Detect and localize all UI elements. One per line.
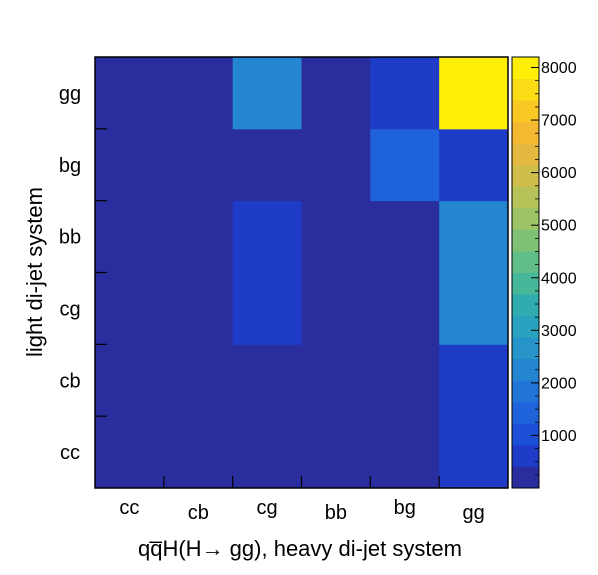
y-tick-labels: cc cb cg bb bg gg	[59, 83, 81, 464]
heatmap-cell-gg-bg	[370, 57, 440, 130]
colorbar-tick-label: 2000	[541, 375, 577, 392]
x-tick-label-gg: gg	[462, 502, 484, 524]
x-tick-label-cg: cg	[257, 497, 278, 519]
colorbar-swatch	[512, 401, 539, 424]
y-tick-label-gg: gg	[59, 83, 81, 105]
heatmap-cell-bb-cg	[232, 200, 302, 273]
heatmap-cell-bg-bb	[301, 128, 371, 202]
colorbar-swatch	[512, 78, 539, 101]
colorbar-swatch	[512, 143, 539, 166]
x-tick-label-bb: bb	[325, 502, 347, 524]
heatmap-cell-bb-bg	[370, 200, 440, 273]
heatmap-cell-cb-bg	[370, 344, 440, 417]
y-tick-label-cb: cb	[59, 370, 80, 392]
heatmap-cell-cg-bb	[301, 272, 371, 345]
colorbar-tick-label: 6000	[541, 165, 577, 182]
colorbar-tick-label: 1000	[541, 428, 577, 445]
colorbar-swatch	[512, 121, 539, 144]
heatmap-cell-cb-cc	[95, 344, 165, 417]
heatmap-cell-bg-cc	[95, 128, 165, 202]
heatmap-cell-gg-bb	[301, 57, 371, 130]
heatmap-cell-bb-gg	[439, 200, 509, 273]
colorbar-swatch	[512, 57, 539, 80]
heatmap-cell-cg-bg	[370, 272, 440, 345]
heatmap-cell-bb-cc	[95, 200, 165, 273]
colorbar-swatch	[512, 380, 539, 403]
heatmap-cell-bg-cg	[232, 128, 302, 202]
colorbar: 1000 2000 3000 4000 5000 6000 7000 8000	[511, 56, 577, 489]
x-tick-labels: cc cb cg bb bg gg	[119, 497, 484, 524]
y-tick-label-cc: cc	[60, 442, 80, 464]
heatmap-cell-cb-bb	[301, 344, 371, 417]
heatmap-cell-cg-cg	[232, 272, 302, 345]
colorbar-tick-label: 5000	[541, 218, 577, 235]
heatmap-cell-cc-bg	[370, 416, 440, 489]
heatmap-cell-cb-cb	[163, 344, 234, 417]
heatmap-cell-gg-cg	[232, 57, 302, 130]
heatmap-cell-gg-gg	[439, 57, 509, 130]
heatmap-cell-cg-cb	[163, 272, 234, 345]
colorbar-tick-label: 8000	[541, 60, 577, 77]
colorbar-swatch	[512, 444, 539, 467]
heatmap-cell-cg-cc	[95, 272, 165, 345]
colorbar-swatch	[512, 100, 539, 123]
colorbar-swatch	[512, 315, 539, 338]
colorbar-tick-label: 4000	[541, 270, 577, 287]
heatmap-cell-cc-bb	[301, 416, 371, 489]
x-tick-label-bg: bg	[394, 497, 416, 519]
heatmap-cell-bg-cb	[163, 128, 234, 202]
heatmap-cell-bg-bg	[370, 128, 440, 202]
colorbar-tick-label: 3000	[541, 323, 577, 340]
heatmap-cell-bg-gg	[439, 128, 509, 202]
heatmap-cell-bb-bb	[301, 200, 371, 273]
heatmap-cell-cb-gg	[439, 344, 509, 417]
y-tick-label-bb: bb	[59, 227, 81, 249]
x-tick-label-cc: cc	[119, 497, 139, 519]
colorbar-swatch	[512, 250, 539, 273]
heatmap-cell-cb-cg	[232, 344, 302, 417]
heatmap-cell-cc-cb	[163, 416, 234, 489]
y-tick-label-cg: cg	[59, 298, 80, 320]
colorbar-frame	[511, 56, 540, 489]
y-axis-title: light di-jet system	[22, 187, 47, 357]
heatmap-cell-cc-cg	[232, 416, 302, 489]
colorbar-swatch	[512, 186, 539, 209]
heatmap-cell-cc-gg	[439, 416, 509, 489]
heatmap-cell-cc-cc	[95, 416, 165, 489]
colorbar-swatch	[512, 229, 539, 252]
heatmap-cell-bb-cb	[163, 200, 234, 273]
heatmap-cell-gg-cc	[95, 57, 165, 130]
colorbar-swatch	[512, 294, 539, 317]
colorbar-swatch	[512, 272, 539, 295]
y-tick-label-bg: bg	[59, 155, 81, 177]
heatmap-cells	[95, 57, 509, 489]
colorbar-swatch	[512, 466, 539, 489]
heatmap-cell-gg-cb	[163, 57, 234, 130]
colorbar-swatch	[512, 358, 539, 381]
heatmap-cell-cg-gg	[439, 272, 509, 345]
colorbar-swatch	[512, 337, 539, 360]
colorbar-swatch	[512, 207, 539, 230]
x-tick-label-cb: cb	[188, 502, 209, 524]
axis-ticks	[95, 128, 440, 488]
colorbar-tick-label: 7000	[541, 113, 577, 130]
colorbar-swatch	[512, 423, 539, 446]
colorbar-swatch	[512, 164, 539, 187]
x-axis-title: qq̅H(H→ gg), heavy di-jet system	[138, 536, 462, 561]
